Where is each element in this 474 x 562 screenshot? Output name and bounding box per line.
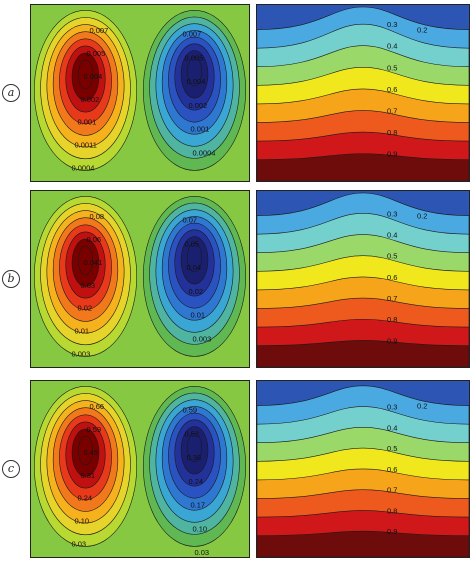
isotherm-label: 0.3 xyxy=(387,209,397,218)
isotherm-band-8 xyxy=(257,530,469,557)
isotherm-contours: 0.2 0.3 0.4 0.5 0.6 0.7 0.8 0.9 xyxy=(257,381,469,557)
contour-label-left: 0.31 xyxy=(81,471,96,480)
isotherm-label: 0.7 xyxy=(387,106,397,115)
isotherm-label: 0.9 xyxy=(387,150,397,159)
contour-label-right: 0.02 xyxy=(189,287,204,296)
isotherm-label: 0.4 xyxy=(387,423,397,432)
streamline-contours: 0.08 0.06 0.041 0.03 0.02 0.01 0.003 0.07 0.05 0.… xyxy=(31,191,249,367)
isotherm-label: 0.6 xyxy=(387,273,397,282)
isotherm-label: 0.9 xyxy=(387,336,397,345)
isotherm-label: 0.6 xyxy=(387,465,397,474)
contour-label-left: 0.24 xyxy=(78,494,93,503)
isotherm-label: 0.9 xyxy=(387,527,397,536)
streamline-contours: 0.007 0.005 0.004 0.002 0.001 0.0011 0.0004 0.0… xyxy=(31,5,249,181)
contour-label-right: 0.05 xyxy=(185,239,200,248)
isotherm-label: 0.2 xyxy=(417,26,427,35)
contour-label-right: 0.004 xyxy=(187,77,206,86)
contour-label-right: 0.03 xyxy=(195,548,210,557)
contour-label-right: 0.38 xyxy=(187,453,202,462)
isotherm-label: 0.5 xyxy=(387,444,397,453)
contour-label-left: 0.041 xyxy=(84,258,103,267)
isotherm-label: 0.3 xyxy=(387,20,397,29)
contour-left-7 xyxy=(78,59,93,90)
isotherm-label: 0.5 xyxy=(387,63,397,72)
contour-label-right: 0.59 xyxy=(183,406,198,415)
contour-label-right: 0.17 xyxy=(191,501,206,510)
contour-label-left: 0.10 xyxy=(75,517,90,526)
contour-label-right: 0.0004 xyxy=(193,148,216,157)
isotherm-panel-a: 0.2 0.3 0.4 0.5 0.6 0.7 0.8 0.9 xyxy=(256,4,470,182)
isotherm-label: 0.8 xyxy=(387,506,397,515)
row-label-c: c xyxy=(2,460,20,478)
contour-label-left: 0.001 xyxy=(78,118,97,127)
isotherm-contours: 0.2 0.3 0.4 0.5 0.6 0.7 0.8 0.9 xyxy=(257,5,469,181)
contour-label-right: 0.01 xyxy=(191,311,206,320)
isotherm-band-8 xyxy=(257,153,469,181)
contour-label-left: 0.003 xyxy=(72,349,91,358)
contour-label-right: 0.07 xyxy=(183,216,198,225)
isotherm-label: 0.3 xyxy=(387,403,397,412)
streamline-panel-b: 0.08 0.06 0.041 0.03 0.02 0.01 0.003 0.07 0.05 0.… xyxy=(30,190,250,368)
isotherm-label: 0.2 xyxy=(417,402,427,411)
contour-label-left: 0.01 xyxy=(75,327,90,336)
row-label-a: a xyxy=(2,84,20,102)
contour-label-right: 0.007 xyxy=(183,30,202,39)
contour-right-7 xyxy=(187,56,202,87)
contour-left-7 xyxy=(78,245,93,276)
isotherm-label: 0.4 xyxy=(387,42,397,51)
isotherm-label: 0.8 xyxy=(387,315,397,324)
contour-label-left: 0.002 xyxy=(81,95,100,104)
contour-left-7 xyxy=(78,435,93,466)
isotherm-label: 0.7 xyxy=(387,294,397,303)
contour-label-left: 0.03 xyxy=(72,539,87,548)
isotherm-label: 0.5 xyxy=(387,252,397,261)
contour-label-left: 0.004 xyxy=(84,72,103,81)
contour-label-right: 0.52 xyxy=(185,429,200,438)
streamline-panel-a: 0.007 0.005 0.004 0.002 0.001 0.0011 0.0004 0.0… xyxy=(30,4,250,182)
streamline-contours: 0.66 0.59 0.45 0.31 0.24 0.10 0.03 0.59 0.52 0.38… xyxy=(31,381,249,557)
isotherm-label: 0.8 xyxy=(387,128,397,137)
contour-label-right: 0.005 xyxy=(185,53,204,62)
contour-label-left: 0.59 xyxy=(87,425,102,434)
contour-label-left: 0.08 xyxy=(90,212,105,221)
contour-label-left: 0.03 xyxy=(81,281,96,290)
contour-label-right: 0.24 xyxy=(189,477,204,486)
contour-label-left: 0.005 xyxy=(87,49,106,58)
contour-label-left: 0.007 xyxy=(90,26,109,35)
isotherm-label: 0.2 xyxy=(417,212,427,221)
contour-label-left: 0.66 xyxy=(90,402,105,411)
row-label-b: b xyxy=(2,270,20,288)
contour-label-left: 0.02 xyxy=(78,304,93,313)
contour-label-left: 0.45 xyxy=(84,448,99,457)
isotherm-band-8 xyxy=(257,340,469,367)
contour-label-right: 0.10 xyxy=(193,524,208,533)
isotherm-panel-b: 0.2 0.3 0.4 0.5 0.6 0.7 0.8 0.9 xyxy=(256,190,470,368)
contour-label-right: 0.04 xyxy=(187,263,202,272)
contour-label-right: 0.003 xyxy=(193,334,212,343)
contour-label-left: 0.06 xyxy=(87,235,102,244)
isotherm-label: 0.4 xyxy=(387,231,397,240)
isotherm-label: 0.7 xyxy=(387,486,397,495)
contour-label-left: 0.0011 xyxy=(75,141,97,150)
isotherm-label: 0.6 xyxy=(387,85,397,94)
isotherm-panel-c: 0.2 0.3 0.4 0.5 0.6 0.7 0.8 0.9 xyxy=(256,380,470,558)
contour-right-7 xyxy=(187,432,202,463)
contour-label-left: 0.0004 xyxy=(72,163,95,172)
contour-right-7 xyxy=(187,242,202,273)
isotherm-contours: 0.2 0.3 0.4 0.5 0.6 0.7 0.8 0.9 xyxy=(257,191,469,367)
contour-label-right: 0.002 xyxy=(189,101,208,110)
contour-label-right: 0.001 xyxy=(191,125,210,134)
streamline-panel-c: 0.66 0.59 0.45 0.31 0.24 0.10 0.03 0.59 0.52 0.38… xyxy=(30,380,250,558)
